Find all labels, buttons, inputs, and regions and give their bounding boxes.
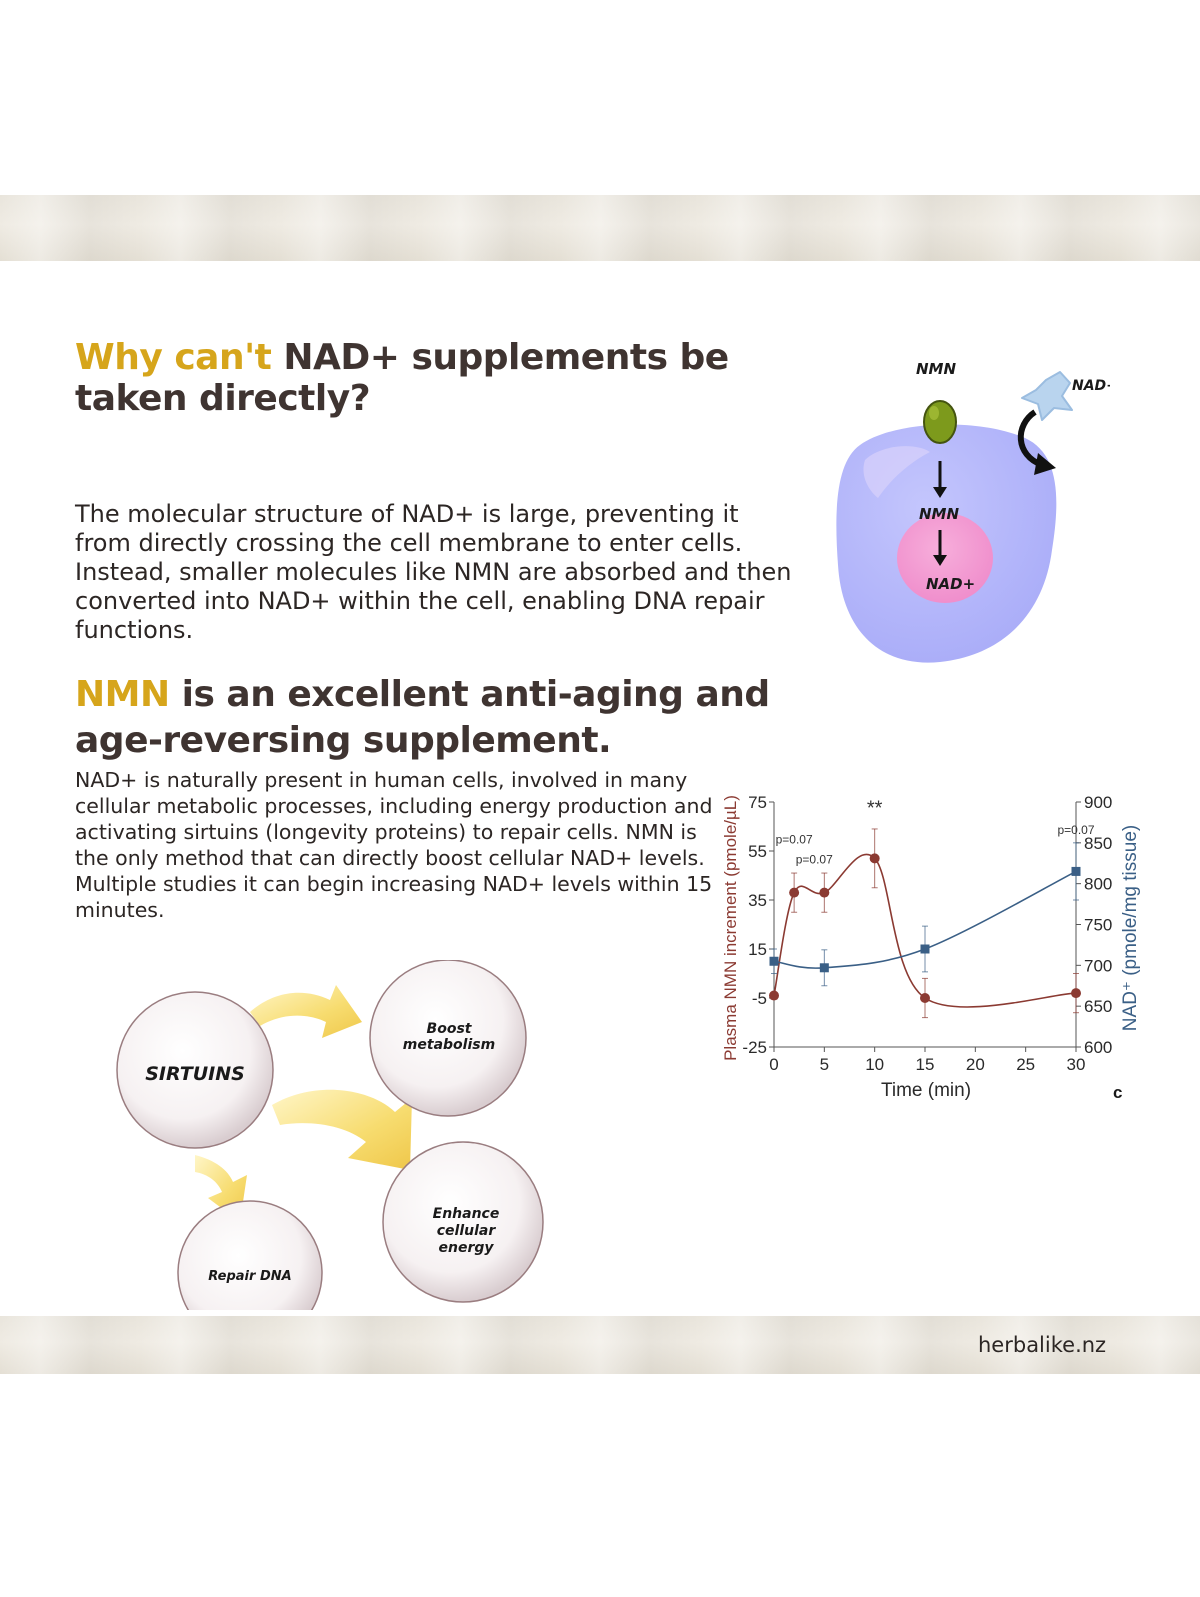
repair-dna-bubble xyxy=(177,1200,323,1310)
chart-series xyxy=(769,828,1081,1019)
repair-dna-label: Repair DNA xyxy=(208,1269,291,1284)
chart-annotations: p=0.07 p=0.07 ** p=0.07 xyxy=(776,797,1095,866)
y-right-tick-label: 600 xyxy=(1084,1038,1112,1057)
data-point-circle xyxy=(789,887,800,898)
curved-arrow xyxy=(1017,409,1044,468)
boost-label-line2: metabolism xyxy=(403,1037,495,1053)
y-left-tick-label: 55 xyxy=(748,842,767,861)
x-tick-label: 0 xyxy=(769,1055,778,1074)
data-point-square xyxy=(819,963,829,973)
y-right-tick-label: 750 xyxy=(1084,916,1112,935)
y-axis-right-label: NAD⁺ (pmole/mg tissue) xyxy=(1120,825,1141,1031)
section-heading-nmn: NMN is an excellent anti-aging and age-r… xyxy=(75,672,795,764)
x-tick-label: 15 xyxy=(916,1055,935,1074)
y-left-tick-label: -25 xyxy=(742,1038,767,1057)
sirtuins-label: SIRTUINS xyxy=(145,1063,245,1085)
series-line-1 xyxy=(773,853,1077,1008)
data-point-circle xyxy=(920,993,930,1003)
y-left-tick-label: 35 xyxy=(748,891,767,910)
nmn-molecule xyxy=(923,400,957,444)
chart-panel-label: c xyxy=(1113,1083,1122,1102)
data-point-square xyxy=(920,944,930,954)
bottom-decorative-band xyxy=(0,1316,1200,1374)
x-tick-label: 30 xyxy=(1067,1055,1086,1074)
cell-diagram: NMN NAD+ NMN NAD+ xyxy=(836,360,1110,663)
y-right-tick-label: 650 xyxy=(1084,997,1112,1016)
top-decorative-band xyxy=(0,195,1200,261)
arrow-to-enhance xyxy=(272,1089,412,1170)
boost-metabolism-bubble xyxy=(369,960,527,1117)
heading-accent: Why can't xyxy=(75,337,272,378)
enhance-label-line2: cellular xyxy=(437,1223,497,1239)
series-line-2 xyxy=(773,870,1077,969)
x-axis-label: Time (min) xyxy=(881,1080,971,1101)
y-axis-left-label: Plasma NMN increment (pmole/µL) xyxy=(721,795,740,1061)
y-left-tick-label: 75 xyxy=(748,793,767,812)
x-tick-label: 10 xyxy=(865,1055,884,1074)
heading-text: NAD+ supplements be taken directly? xyxy=(75,337,729,419)
y-right-tick-label: 900 xyxy=(1084,793,1112,812)
paragraph-molecular-structure: The molecular structure of NAD+ is large… xyxy=(75,500,792,644)
data-point-square xyxy=(769,956,779,966)
y-left-tick-label: 15 xyxy=(748,940,767,959)
y-right-tick-label: 700 xyxy=(1084,956,1112,975)
x-tick-label: 25 xyxy=(1016,1055,1035,1074)
nmn-outside-label: NMN xyxy=(916,360,956,378)
data-point-circle xyxy=(819,887,830,898)
footer-website: herbalike.nz xyxy=(978,1333,1107,1357)
nad-star-molecule xyxy=(1021,371,1073,421)
heading-accent: NMN xyxy=(75,674,170,715)
cell-highlight xyxy=(863,446,930,498)
nmn-inside-label: NMN xyxy=(919,505,959,523)
nad-inside-label: NAD+ xyxy=(926,575,975,593)
data-point-circle xyxy=(769,990,779,1001)
data-point-square xyxy=(1071,866,1081,876)
x-tick-label: 20 xyxy=(966,1055,985,1074)
y-left-tick-label: -5 xyxy=(752,989,767,1008)
chart-annotation: ** xyxy=(867,797,883,819)
y-right-tick-label: 800 xyxy=(1084,875,1112,894)
y-right-tick-label: 850 xyxy=(1084,834,1112,853)
section-heading-why: Why can't NAD+ supplements be taken dire… xyxy=(75,337,775,419)
arrow-to-boost xyxy=(250,985,362,1038)
chart-annotation: p=0.07 xyxy=(776,833,813,847)
enhance-energy-bubble xyxy=(382,1141,544,1303)
sirtuins-diagram: SIRTUINS Boost metabolism Enhance cellul… xyxy=(116,960,544,1310)
data-point-circle xyxy=(1071,988,1081,999)
boost-label-line1: Boost xyxy=(427,1021,473,1037)
enhance-label-line1: Enhance xyxy=(433,1206,500,1222)
nmn-nad-chart: 0 5 10 15 20 25 30 75 55 35 15 -5 -25 900 850 800 750 700… xyxy=(721,793,1141,1102)
paragraph-nad-naturally-present: NAD+ is naturally present in human cells… xyxy=(75,768,713,922)
sirtuins-bubble xyxy=(116,991,274,1149)
x-tick-label: 5 xyxy=(820,1055,829,1074)
heading-text: is an excellent anti-aging and age-rever… xyxy=(75,674,770,761)
data-point-circle xyxy=(869,853,880,864)
enhance-label-line3: energy xyxy=(438,1240,494,1256)
nad-outside-label: NAD+ xyxy=(1072,378,1110,394)
chart-annotation: p=0.07 xyxy=(1057,823,1094,837)
chart-annotation: p=0.07 xyxy=(796,852,833,866)
